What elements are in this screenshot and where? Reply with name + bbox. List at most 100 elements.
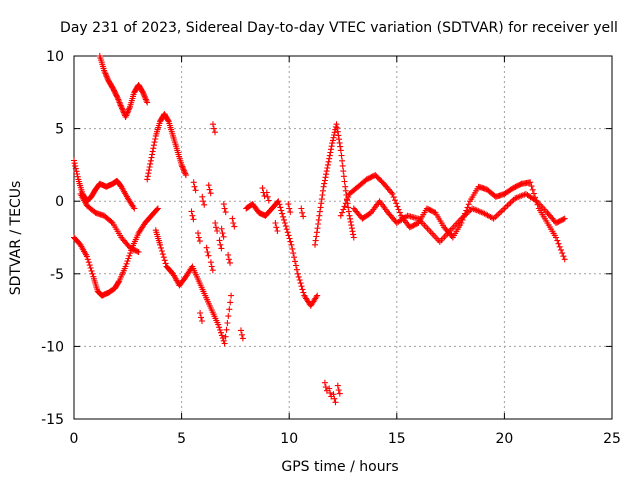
data-point — [328, 146, 334, 153]
data-point — [561, 215, 568, 222]
data-point — [238, 327, 244, 334]
data-point — [207, 190, 214, 197]
data-point — [142, 96, 149, 103]
data-point — [203, 244, 210, 251]
data-point — [560, 216, 567, 223]
data-point — [117, 102, 124, 109]
data-point — [315, 216, 322, 223]
data-point — [506, 201, 512, 208]
data-point — [501, 205, 508, 212]
data-point — [217, 241, 224, 248]
data-point — [146, 164, 153, 170]
data-point — [321, 177, 328, 184]
data-point — [322, 384, 329, 391]
data-point — [199, 193, 206, 200]
x-tick-label: 0 — [70, 431, 79, 447]
x-axis-label: GPS time / hours — [281, 459, 398, 475]
data-point — [113, 92, 120, 99]
data-point — [293, 262, 299, 269]
data-point — [220, 337, 227, 344]
data-point — [292, 258, 298, 265]
y-tick-label: -10 — [41, 339, 64, 355]
data-point — [196, 238, 203, 245]
data-point — [190, 216, 197, 223]
data-point — [345, 208, 352, 215]
data-point — [275, 198, 282, 205]
data-point — [291, 254, 298, 261]
data-point — [341, 178, 348, 185]
data-point — [294, 270, 301, 277]
axis-ticks — [73, 55, 613, 420]
data-point — [345, 194, 352, 201]
data-point — [195, 234, 202, 241]
data-point — [144, 173, 151, 180]
data-point — [315, 221, 322, 227]
data-point — [272, 220, 279, 226]
data-point — [335, 132, 342, 139]
data-point — [204, 249, 211, 255]
data-point — [210, 125, 217, 132]
data-point — [225, 251, 232, 258]
data-point — [145, 170, 152, 177]
data-point — [340, 173, 347, 180]
data-point — [71, 157, 77, 164]
data-point — [334, 128, 341, 135]
data-point — [286, 205, 293, 212]
data-point — [218, 225, 225, 232]
data-point — [321, 180, 328, 187]
data-point — [218, 332, 225, 339]
data-point — [123, 260, 130, 267]
data-point — [350, 234, 357, 241]
data-point — [283, 226, 290, 233]
data-point — [150, 142, 157, 149]
data-point — [190, 179, 197, 186]
data-point — [496, 209, 503, 216]
data-points — [71, 53, 568, 406]
data-point — [296, 277, 303, 283]
grid-lines — [74, 56, 612, 419]
data-point — [556, 243, 563, 250]
data-point — [147, 157, 154, 164]
data-point — [298, 205, 305, 212]
data-point — [197, 310, 204, 316]
data-point — [320, 183, 327, 190]
data-point — [88, 267, 95, 274]
data-point — [287, 238, 294, 245]
data-point — [348, 225, 355, 232]
data-point — [182, 172, 189, 179]
data-point — [181, 169, 188, 176]
data-point — [300, 289, 307, 296]
data-point — [349, 228, 356, 235]
data-point — [158, 244, 164, 251]
data-point — [332, 399, 339, 406]
data-point — [230, 220, 237, 226]
data-point — [300, 213, 307, 220]
data-point — [347, 215, 354, 222]
data-point — [326, 385, 333, 392]
data-point — [284, 229, 291, 236]
data-point — [87, 265, 94, 271]
data-point — [72, 162, 79, 169]
data-point — [281, 220, 288, 226]
data-point — [161, 257, 168, 264]
data-point — [289, 245, 296, 252]
data-point — [220, 233, 227, 240]
data-point — [312, 241, 318, 248]
y-tick-labels: -15 -10 -5 0 5 10 — [41, 49, 64, 428]
data-point — [195, 230, 201, 237]
data-point — [210, 121, 216, 128]
data-point — [148, 154, 155, 161]
x-tick-label: 10 — [280, 431, 298, 447]
data-point — [319, 192, 326, 198]
data-point — [219, 230, 226, 237]
data-point — [152, 136, 159, 142]
data-point — [395, 206, 402, 213]
data-point — [225, 256, 232, 263]
plot-frame — [73, 55, 613, 420]
data-point — [326, 152, 333, 159]
data-point — [323, 168, 330, 175]
data-point — [212, 220, 219, 226]
data-point — [396, 209, 403, 216]
data-point — [223, 326, 230, 333]
data-point — [224, 320, 231, 326]
